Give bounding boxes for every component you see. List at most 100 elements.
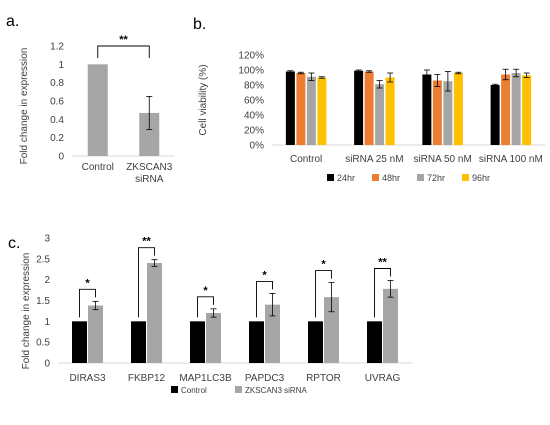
panel-a-y-tick-label: 0.6 [50,97,64,108]
panel-b-bar-72hr [375,84,385,145]
panel-c-x-tick-label: PAPDC3 [245,373,285,384]
panel-c-legend-swatch [235,386,242,393]
panel-b-bar-48hr [501,74,511,145]
panel-a-y-tick-label: 0.2 [50,133,64,144]
panel-c-significance-label: * [321,259,326,271]
panel-c-significance-label: ** [142,236,151,248]
panel-b-legend-swatch-24hr [327,174,334,181]
panel-c-y-tick-label: 1.5 [36,296,50,307]
panel-b-bar-96hr [522,75,532,145]
panel-c-significance-bracket [138,247,155,318]
panel-c-x-tick-label: DIRAS3 [69,373,106,384]
panel-b-bar-96hr [317,77,327,145]
panel-c-x-tick-label: FKBP12 [128,373,166,384]
panel-c-y-tick-label: 0 [44,359,50,370]
panel-b-x-tick-label: siRNA 50 nM [413,154,471,165]
panel-a-x-tick-label: siRNA [135,174,164,185]
panel-c-significance-label: * [262,269,267,281]
panel-c-bar-zkscan3-sirna [206,313,221,363]
panel-c-bar-zkscan3-sirna [88,305,103,363]
panel-a-significance-label: ** [119,34,128,46]
panel-b-bar-48hr [364,71,374,145]
panel-b-bar-96hr [453,73,463,145]
panel-c-y-tick-label: 1 [44,317,50,328]
panel-b-bar-24hr [285,71,295,145]
panel-c-bar-control [190,321,205,363]
panel-c-x-tick-label: MAP1LC3B [179,373,232,384]
panel-c-significance-label: ** [378,257,387,269]
panel-b-bar-48hr [432,80,442,145]
panel-b-chart: 0% 20% 40% 60% 80% 100% 120% Control siRNA 25 nM… [238,51,545,183]
panel-b-y-tick-label: 0% [250,141,265,152]
panel-b-bar-72hr [306,76,316,145]
panel-b-bar-48hr [296,73,306,145]
panel-c-significance-bracket [315,270,332,318]
panel-b-legend-label: 48hr [382,173,400,183]
panel-b-y-tick-label: 60% [244,96,264,107]
panel-b-y-tick-label: 100% [238,66,264,77]
panel-c-y-tick-label: 0.5 [36,338,50,349]
panel-c-bar-zkscan3-sirna [324,297,339,363]
panel-c-x-tick-label: UVRAG [365,373,401,384]
panel-b-label: b. [193,16,206,33]
panel-c-y-tick-label: 3 [44,234,50,245]
panel-c-x-tick-label: RPTOR [306,373,341,384]
panel-c-significance-label: * [85,277,90,289]
panel-c-bar-control [367,321,382,363]
panel-b-bar-72hr [511,73,521,145]
panel-c-bar-control [308,321,323,363]
panel-c-bar-zkscan3-sirna [383,288,398,363]
panel-b-y-tick-label: 80% [244,81,264,92]
panel-b-x-tick-label: Control [290,154,322,165]
panel-c-legend-label: ZKSCAN3 siRNA [245,386,307,395]
panel-b-legend-swatch-72hr [417,174,424,181]
panel-a-y-tick-label: 1 [58,60,64,71]
panel-c-y-tick-label: 2 [44,275,50,286]
panel-a-y-tick-label: 1.2 [50,42,64,53]
panel-a-bar-2 [139,112,160,156]
panel-a-y-tick-label: 0.4 [50,115,64,126]
panel-c-label: c. [8,235,20,252]
panel-b-legend-label: 96hr [472,173,490,183]
panel-b-legend-swatch-96hr [462,174,469,181]
panel-c-bar-zkscan3-sirna [147,263,162,363]
panel-b-x-tick-label: siRNA 100 nM [479,154,543,165]
panel-a-bar-1 [87,64,108,156]
panel-c-legend-swatch [171,386,178,393]
panel-c-bar-control [131,321,146,363]
panel-c-chart: 0 0.5 1 1.5 2 2.5 3 * DIRAS3 ** FKBP12 * MAP1LC3B * PA… [36,234,412,395]
panel-b-legend-label: 72hr [427,173,445,183]
panel-c-bar-control [72,321,87,363]
panel-b-y-tick-label: 120% [238,51,264,62]
panel-a-label: a. [6,13,19,30]
panel-c-significance-bracket [197,296,214,318]
panel-a-y-tick-label: 0.8 [50,78,64,89]
panel-a-significance-bracket [97,45,150,58]
panel-b-bar-24hr [490,85,500,145]
panel-a-x-tick-label: Control [82,162,114,173]
panel-b-bar-72hr [443,81,453,145]
panel-b-legend-label: 24hr [337,173,355,183]
panel-a-y-axis-title: Fold change in expression [19,48,30,165]
panel-a-x-tick-label: ZKSCAN3 [126,162,173,173]
panel-b-y-axis-title: Cell viability (%) [198,64,209,135]
panel-b-legend-swatch-48hr [372,174,379,181]
panel-c-bar-control [249,321,264,363]
panel-c-significance-bracket [256,280,273,318]
panel-b-x-tick-label: siRNA 25 nM [345,154,403,165]
panel-b-bar-96hr [385,77,395,145]
panel-c-bar-zkscan3-sirna [265,304,280,363]
panel-c-significance-label: * [203,285,208,297]
panel-b-y-tick-label: 40% [244,111,264,122]
panel-c-y-axis-title: Fold change in expression [21,253,32,370]
panel-c-significance-bracket [374,268,391,318]
panel-b-bar-24hr [422,74,432,145]
panel-a-y-tick-label: 0 [58,152,64,163]
panel-c-y-tick-label: 2.5 [36,254,50,265]
panel-c-significance-bracket [79,288,96,318]
panel-b-y-tick-label: 20% [244,126,264,137]
panel-b-bar-24hr [354,70,364,145]
panel-c-legend-label: Control [181,386,207,395]
